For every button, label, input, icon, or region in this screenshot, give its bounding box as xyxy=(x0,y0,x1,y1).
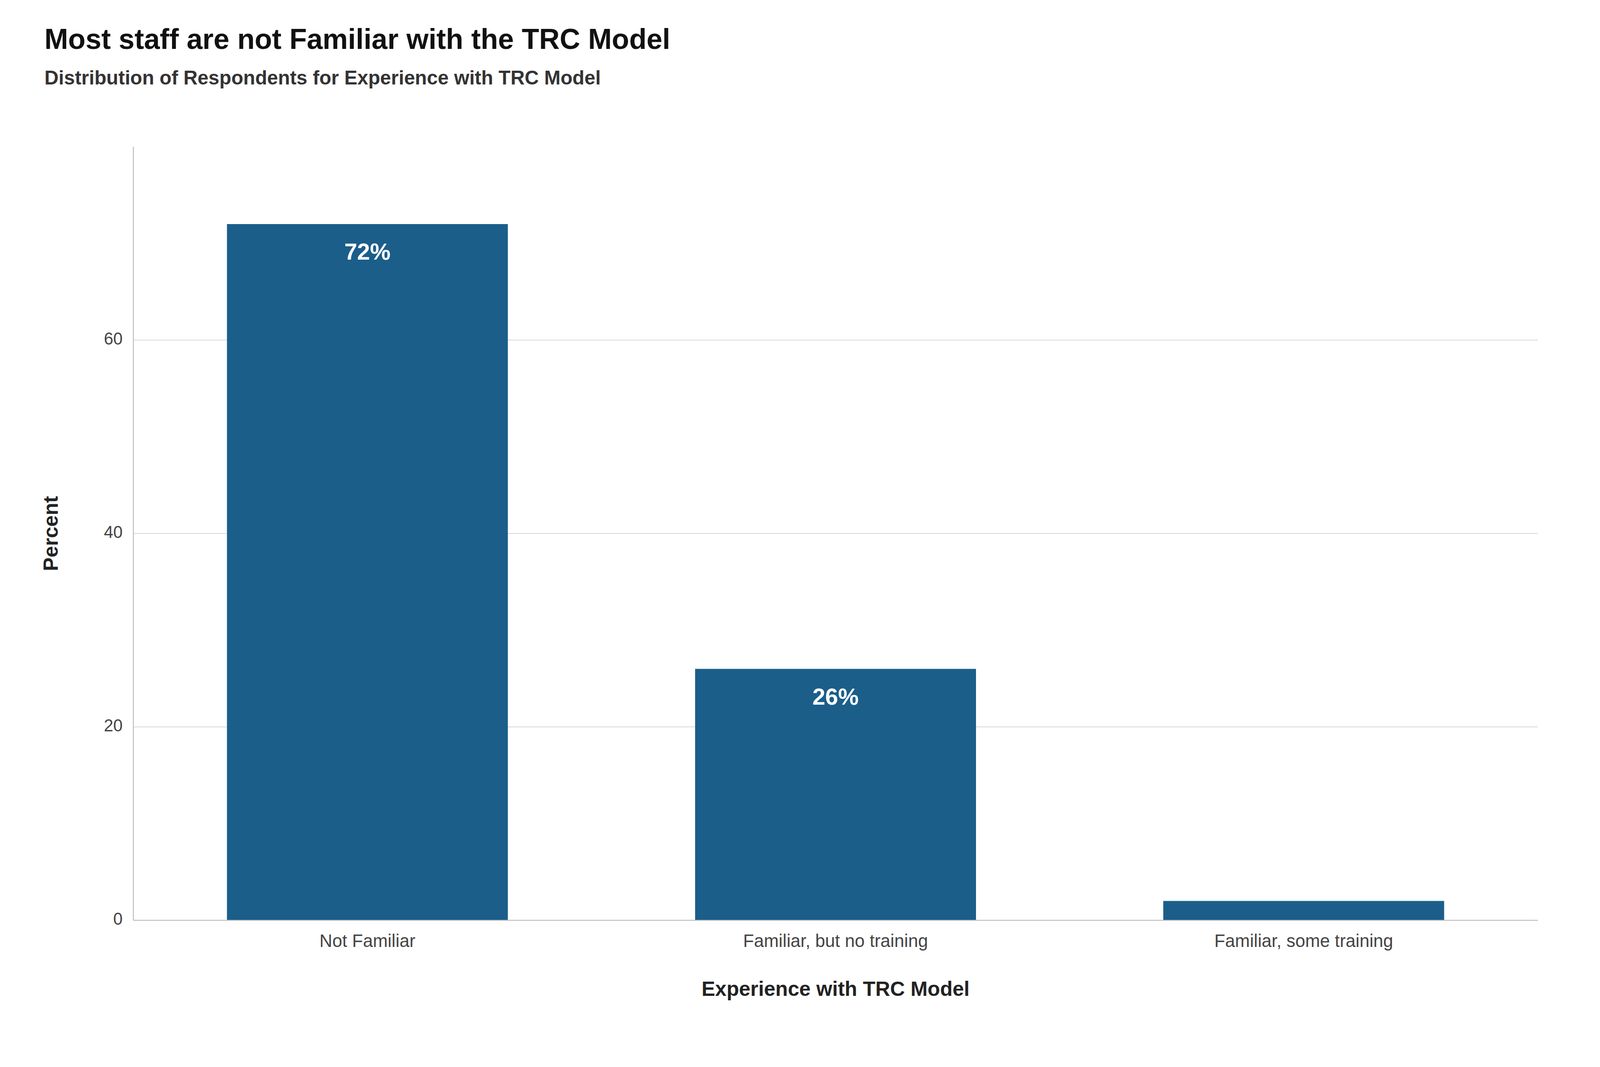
bar xyxy=(227,224,508,920)
chart-container: Most staff are not Familiar with the TRC… xyxy=(0,0,1600,1067)
subtitle: Distribution of Respondents for Experien… xyxy=(44,66,601,89)
data-label: 72% xyxy=(344,238,391,265)
x-axis-title: Experience with TRC Model xyxy=(701,976,970,1000)
bar xyxy=(695,668,976,921)
y-tick-label: 40 xyxy=(104,522,123,542)
chart-svg: Most staff are not Familiar with the TRC… xyxy=(0,0,1600,1067)
x-tick-label: Familiar, some training xyxy=(1214,930,1393,951)
y-tick-label: 0 xyxy=(113,909,123,928)
data-label: 26% xyxy=(812,683,859,710)
x-tick-label: Familiar, but no training xyxy=(743,930,928,951)
x-axis: Not Familiar Familiar, but no training Fam… xyxy=(319,930,1394,951)
background xyxy=(0,0,1600,1067)
grid-line xyxy=(133,919,1538,921)
x-axis-line xyxy=(133,919,1538,921)
y-tick-label: 60 xyxy=(104,329,123,348)
x-tick-label: Not Familiar xyxy=(319,930,416,951)
data-labels: 72% 26% xyxy=(344,238,859,710)
y-tick-label: 20 xyxy=(104,716,123,735)
title: Most staff are not Familiar with the TRC… xyxy=(44,23,671,56)
y-axis-line xyxy=(132,146,134,920)
bars xyxy=(227,224,1445,920)
bar xyxy=(1163,900,1444,921)
y-axis-title: Percent xyxy=(39,496,63,572)
